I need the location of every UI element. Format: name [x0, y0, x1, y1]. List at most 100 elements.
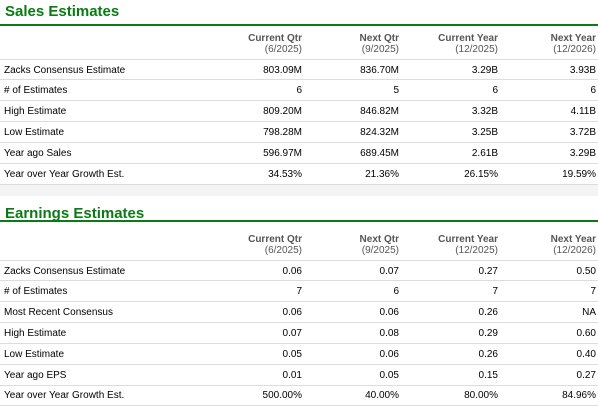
earnings-col-next-year-label: Next Year: [550, 234, 596, 245]
cell-next-year: 4.11B: [570, 106, 596, 117]
cell-next-year: 6: [590, 85, 596, 96]
cell-next-year: NA: [582, 307, 596, 318]
earnings-row-num-estimates: # of Estimates 7 6 7 7: [0, 281, 598, 302]
sales-col-current-qtr-period: (6/2025): [264, 44, 302, 55]
cell-next-qtr: 0.05: [379, 370, 399, 381]
row-label: High Estimate: [4, 328, 67, 339]
cell-current-year: 0.27: [478, 266, 498, 277]
cell-current-year: 3.25B: [471, 127, 498, 138]
cell-current-year: 0.29: [478, 328, 498, 339]
cell-current-year: 3.29B: [471, 65, 498, 76]
sales-col-next-year-period: (12/2026): [553, 44, 596, 55]
sales-col-next-qtr-period: (9/2025): [361, 44, 399, 55]
row-label: Low Estimate: [4, 127, 65, 138]
cell-next-qtr: 0.06: [379, 307, 399, 318]
sales-col-current-year-label: Current Year: [438, 33, 498, 44]
cell-current-qtr: 6: [296, 85, 302, 96]
earnings-estimates-title: Earnings Estimates: [5, 205, 145, 222]
cell-current-year: 6: [492, 85, 498, 96]
sales-col-current-qtr-label: Current Qtr: [248, 33, 302, 44]
cell-current-qtr: 0.06: [282, 307, 302, 318]
earnings-estimates-header: Earnings Estimates: [0, 196, 598, 222]
cell-next-qtr: 846.82M: [360, 106, 399, 117]
cell-current-year: 7: [492, 286, 498, 297]
cell-current-qtr: 0.01: [282, 370, 302, 381]
earnings-row-consensus: Zacks Consensus Estimate 0.06 0.07 0.27 …: [0, 260, 598, 281]
cell-next-qtr: 21.36%: [365, 169, 399, 180]
cell-current-qtr: 809.20M: [263, 106, 302, 117]
earnings-col-current-year: Current Year (12/2025): [400, 234, 498, 256]
earnings-col-current-qtr-period: (6/2025): [264, 245, 302, 256]
row-label: # of Estimates: [4, 286, 68, 297]
cell-current-qtr: 596.97M: [263, 148, 302, 159]
cell-current-qtr: 0.06: [282, 266, 302, 277]
earnings-row-high: High Estimate 0.07 0.08 0.29 0.60: [0, 323, 598, 344]
cell-next-qtr: 689.45M: [360, 148, 399, 159]
cell-next-year: 0.60: [576, 328, 596, 339]
cell-next-year: 0.27: [576, 370, 596, 381]
cell-current-qtr: 0.05: [282, 349, 302, 360]
earnings-row-yoy-growth: Year over Year Growth Est. 500.00% 40.00…: [0, 385, 598, 406]
cell-next-qtr: 0.07: [379, 266, 399, 277]
cell-next-year: 0.50: [576, 266, 596, 277]
row-label: Low Estimate: [4, 349, 65, 360]
cell-next-year: 84.96%: [562, 390, 596, 401]
row-label: Year ago Sales: [4, 148, 72, 159]
earnings-col-current-year-period: (12/2025): [455, 245, 498, 256]
cell-next-qtr: 836.70M: [360, 65, 399, 76]
row-label: Zacks Consensus Estimate: [4, 65, 126, 76]
cell-current-year: 26.15%: [464, 169, 498, 180]
cell-next-qtr: 6: [393, 286, 399, 297]
earnings-col-next-qtr: Next Qtr (9/2025): [320, 234, 399, 256]
sales-col-next-qtr-label: Next Qtr: [359, 33, 399, 44]
cell-current-year: 0.26: [478, 349, 498, 360]
cell-next-qtr: 824.32M: [360, 127, 399, 138]
earnings-row-year-ago: Year ago EPS 0.01 0.05 0.15 0.27: [0, 365, 598, 386]
sales-estimates-title: Sales Estimates: [5, 3, 120, 20]
earnings-col-next-year: Next Year (12/2026): [500, 234, 596, 256]
cell-current-year: 0.15: [478, 370, 498, 381]
cell-current-qtr: 7: [296, 286, 302, 297]
earnings-row-most-recent: Most Recent Consensus 0.06 0.06 0.26 NA: [0, 302, 598, 323]
cell-current-qtr: 0.07: [282, 328, 302, 339]
cell-next-year: 0.40: [576, 349, 596, 360]
sales-row-low: Low Estimate 798.28M 824.32M 3.25B 3.72B: [0, 122, 598, 143]
cell-next-year: 19.59%: [562, 169, 596, 180]
sales-col-current-year: Current Year (12/2025): [400, 33, 498, 55]
earnings-col-next-qtr-label: Next Qtr: [359, 234, 399, 245]
sales-col-next-qtr: Next Qtr (9/2025): [320, 33, 399, 55]
earnings-col-current-year-label: Current Year: [438, 234, 498, 245]
row-label: High Estimate: [4, 106, 67, 117]
sales-row-year-ago: Year ago Sales 596.97M 689.45M 2.61B 3.2…: [0, 143, 598, 164]
earnings-estimates-section: Earnings Estimates Current Qtr (6/2025) …: [0, 196, 598, 406]
cell-next-qtr: 0.06: [379, 349, 399, 360]
sales-estimates-header: Sales Estimates: [0, 0, 598, 26]
cell-current-year: 2.61B: [471, 148, 498, 159]
cell-next-year: 3.29B: [569, 148, 596, 159]
cell-next-qtr: 40.00%: [365, 390, 399, 401]
cell-next-year: 3.93B: [569, 65, 596, 76]
sales-col-next-year-label: Next Year: [550, 33, 596, 44]
row-label: # of Estimates: [4, 85, 68, 96]
earnings-col-next-year-period: (12/2026): [553, 245, 596, 256]
sales-row-high: High Estimate 809.20M 846.82M 3.32B 4.11…: [0, 101, 598, 122]
sales-estimates-section: Sales Estimates Current Qtr (6/2025) Nex…: [0, 0, 598, 196]
sales-col-next-year: Next Year (12/2026): [500, 33, 596, 55]
cell-next-qtr: 5: [393, 85, 399, 96]
sales-col-current-qtr: Current Qtr (6/2025): [200, 33, 302, 55]
earnings-row-low: Low Estimate 0.05 0.06 0.26 0.40: [0, 344, 598, 365]
cell-next-qtr: 0.08: [379, 328, 399, 339]
cell-current-qtr: 500.00%: [262, 390, 302, 401]
sales-row-num-estimates: # of Estimates 6 5 6 6: [0, 80, 598, 101]
sales-col-current-year-period: (12/2025): [455, 44, 498, 55]
earnings-col-current-qtr-label: Current Qtr: [248, 234, 302, 245]
cell-current-year: 80.00%: [464, 390, 498, 401]
row-label: Year ago EPS: [4, 370, 67, 381]
cell-current-qtr: 803.09M: [263, 65, 302, 76]
section-divider: [0, 185, 598, 196]
row-label: Most Recent Consensus: [4, 307, 113, 318]
cell-current-year: 0.26: [478, 307, 498, 318]
cell-next-year: 3.72B: [569, 127, 596, 138]
cell-current-qtr: 34.53%: [268, 169, 302, 180]
cell-current-year: 3.32B: [471, 106, 498, 117]
